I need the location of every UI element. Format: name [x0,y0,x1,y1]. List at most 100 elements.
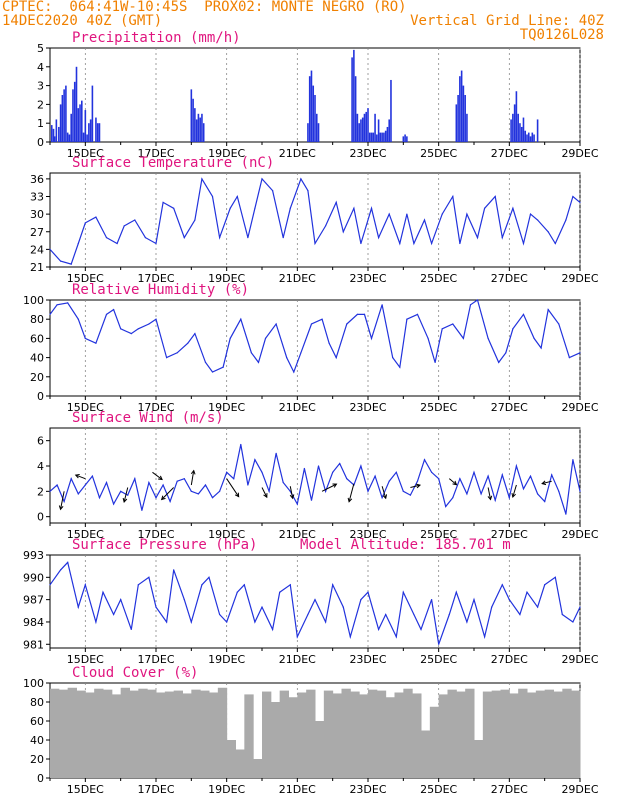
series-point [67,302,69,304]
precip-bar [360,119,362,142]
series-point [272,628,274,631]
series-point [257,361,260,363]
wind-arrow [75,474,86,480]
precip-bar [517,113,519,142]
series-point [431,242,433,245]
x-tick-label: 15DEC [67,783,104,796]
series-point [166,621,168,623]
series-point [554,242,556,245]
precip-bar [390,79,392,142]
y-tick-label: 981 [23,638,44,651]
series-point [434,361,436,363]
y-tick-label: 40 [30,734,44,747]
wind-arrow-head [332,483,338,488]
x-tick-label: 19DEC [208,653,245,666]
series-point [148,576,150,578]
series-point [134,478,136,480]
series-point [522,242,525,245]
wind-arrow [448,478,457,486]
y-tick-label: 6 [37,435,44,448]
series-point [314,242,316,245]
series-point [120,490,122,492]
series-point [367,490,369,492]
x-tick-label: 27DEC [491,783,528,796]
cloud-bar [67,687,77,778]
series-point [381,497,383,499]
cloud-bar [385,697,395,778]
series-point [526,591,528,593]
x-tick-label: 25DEC [420,147,457,160]
cloud-bar [332,693,342,778]
y-tick-label: 0 [37,511,44,524]
series-point [303,467,305,470]
cloud-bar [368,689,378,778]
panel-frame [49,299,581,397]
series-point [56,304,58,306]
series-point [169,500,171,503]
precip-bar [361,117,364,142]
series-point [325,225,327,227]
precip-bar [388,119,390,142]
series-point [176,480,178,482]
precip-bar [457,95,459,142]
y-tick-label: 20 [30,371,44,384]
header-date: 14DEC2020 40Z (GMT) [2,13,163,29]
precip-bar [61,95,64,142]
wind-arrow-head [58,505,64,511]
series-point [388,480,390,482]
wind-arrow [123,487,129,503]
series-point [123,225,125,227]
series-point [194,219,196,221]
series-point [187,342,189,344]
x-tick-label: 23DEC [349,401,386,414]
precip-bar [462,85,465,142]
y-tick-label: 0 [37,136,44,149]
wind-arrow-head [416,483,422,489]
y-tick-label: 4 [37,460,44,473]
cloud-bar [562,688,572,778]
series-point [529,475,532,477]
y-tick-label: 30 [30,208,44,221]
precip-bar [365,111,368,142]
series-point [480,493,482,495]
series-point [547,231,549,233]
series-point [406,318,408,320]
cloud-bar [156,692,166,778]
precip-bar [527,132,530,142]
panel-title: Cloud Cover (%) [72,665,198,681]
cloud-bar [376,690,387,778]
cloud-bar [359,694,369,778]
series-point [49,584,51,586]
x-tick-label: 23DEC [349,783,386,796]
cloud-bar [403,688,413,778]
precip-bar [199,117,201,142]
series-point [141,509,143,511]
y-tick-label: 27 [30,226,44,239]
series-point [413,242,415,245]
series-point [487,337,489,339]
series-point [105,313,108,315]
precip-bar [381,132,383,142]
series-point [219,237,221,239]
wind-arrow-head [487,495,493,501]
series-point [250,352,252,354]
cloud-bar [209,692,219,778]
series-point [84,337,86,339]
series-point [399,242,401,245]
series-point [236,195,238,198]
series-point [229,337,231,339]
series-point [381,304,383,306]
series-point [190,490,192,492]
wind-arrow-head [382,494,388,500]
precip-bar [354,76,357,142]
precip-bar [72,89,74,142]
series-point [360,599,362,601]
series-point [162,484,164,486]
precip-bar [202,123,205,142]
x-tick-label: 21DEC [279,653,316,666]
precip-bar [79,104,81,142]
series-point [155,318,157,320]
series-point [438,478,440,480]
precip-bar [73,81,76,142]
series-point [363,313,366,315]
